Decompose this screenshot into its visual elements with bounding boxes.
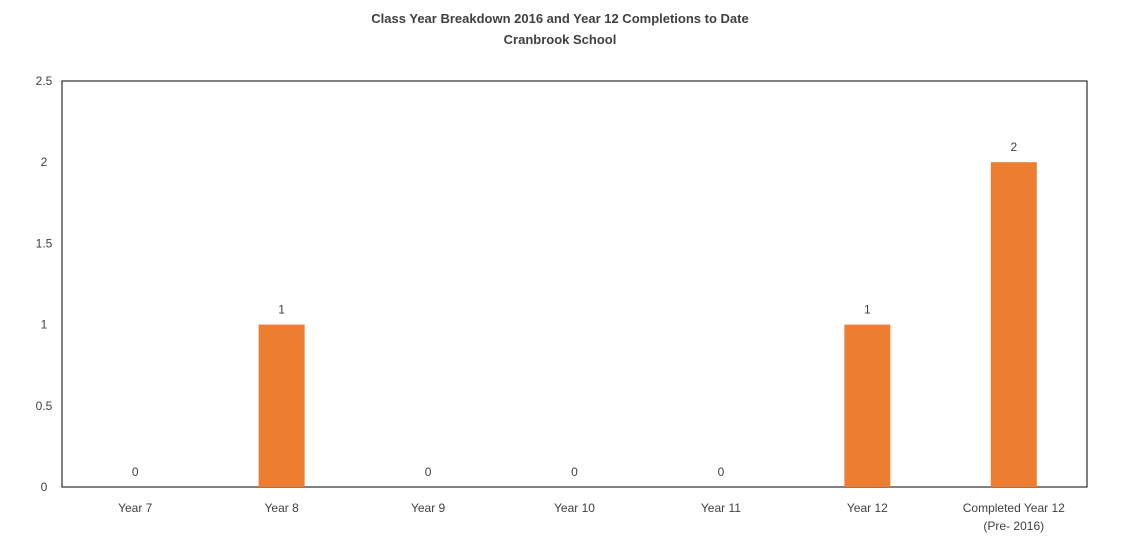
x-tick-label: Year 11 — [701, 501, 741, 515]
chart-title: Class Year Breakdown 2016 and Year 12 Co… — [371, 11, 748, 26]
y-tick-label: 0 — [41, 480, 48, 494]
bar — [990, 162, 1037, 487]
x-tick-label: Year 9 — [411, 501, 446, 515]
data-label: 0 — [718, 465, 725, 479]
chart-subtitle: Cranbrook School — [504, 32, 617, 47]
plot-area-frame — [61, 80, 1088, 488]
data-label: 2 — [1010, 140, 1017, 154]
y-tick-label: 2 — [41, 155, 48, 169]
data-label: 0 — [571, 465, 578, 479]
data-labels: 0 1 0 0 0 1 2 — [132, 140, 1018, 479]
bars — [258, 162, 1037, 487]
bar — [844, 324, 891, 487]
x-tick-label: Completed Year 12 (Pre- 2016) — [963, 501, 1065, 533]
x-tick-label: Year 8 — [265, 501, 300, 515]
data-label: 0 — [425, 465, 432, 479]
x-tick-label: Year 10 — [554, 501, 595, 515]
x-axis-ticks: Year 7 Year 8 Year 9 Year 10 Year 11 Year 12 C… — [118, 501, 1065, 533]
y-tick-label: 1.5 — [36, 236, 53, 250]
bar — [258, 324, 305, 487]
y-axis-ticks: 0 0.5 1 1.5 2 2.5 — [36, 74, 53, 494]
data-label: 1 — [864, 303, 871, 317]
data-label: 1 — [278, 303, 285, 317]
data-label: 0 — [132, 465, 139, 479]
x-tick-label: Year 7 — [118, 501, 153, 515]
y-tick-label: 2.5 — [36, 74, 53, 88]
y-tick-label: 0.5 — [36, 399, 53, 413]
y-tick-label: 1 — [41, 318, 48, 332]
x-tick-label: Year 12 — [847, 501, 888, 515]
